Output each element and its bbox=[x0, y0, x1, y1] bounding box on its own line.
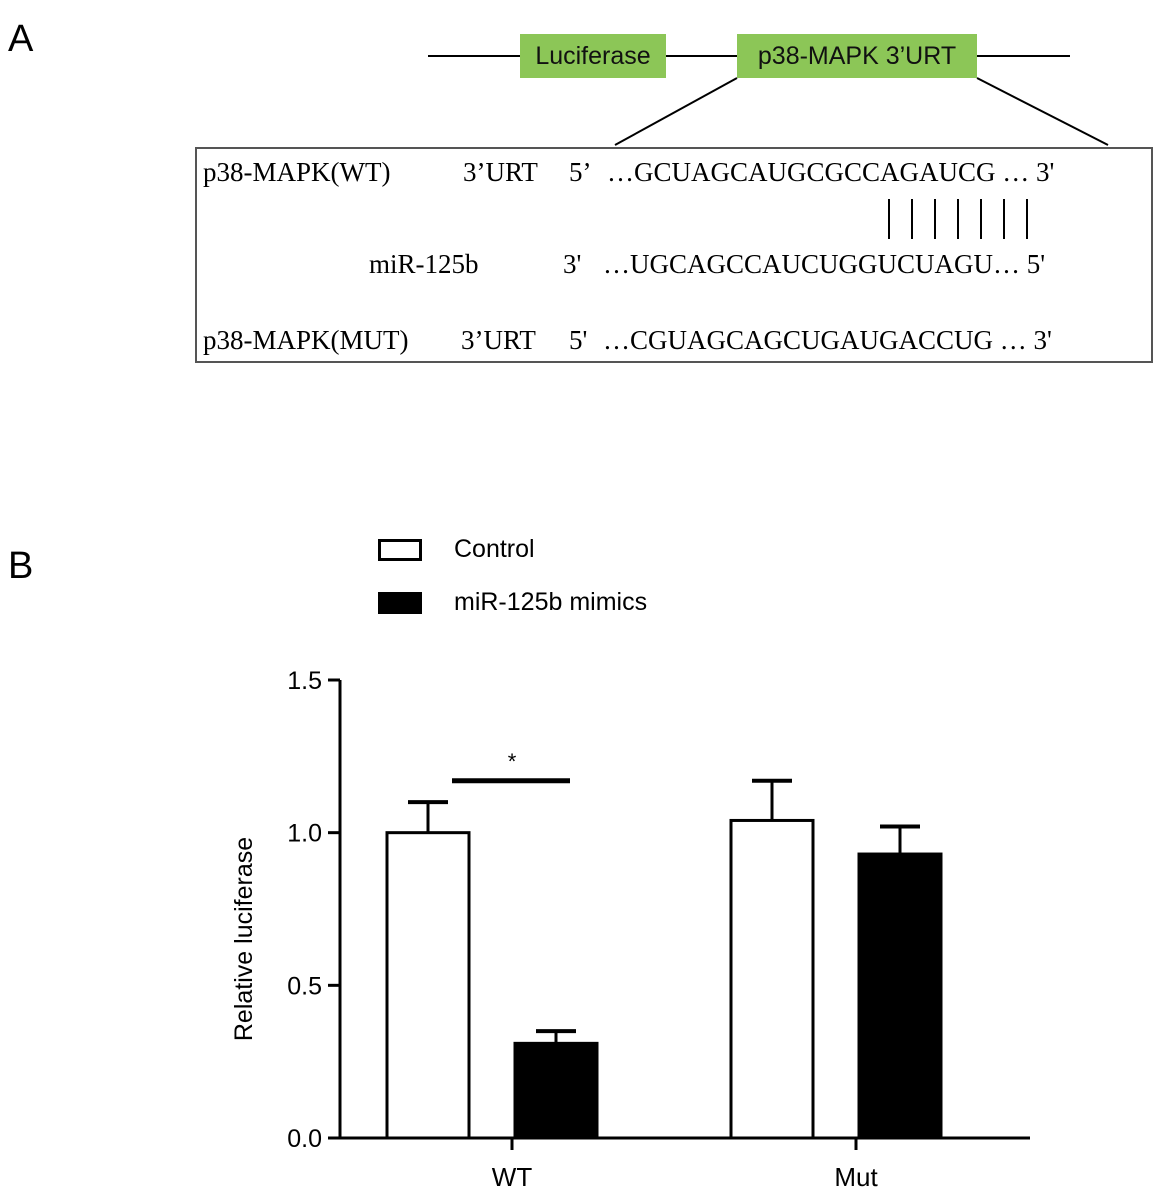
y-tick-label: 0.0 bbox=[287, 1125, 322, 1153]
utr-box: p38-MAPK 3’URT bbox=[737, 34, 977, 78]
bar bbox=[729, 818, 815, 1140]
bar bbox=[385, 831, 471, 1140]
bar bbox=[513, 1041, 599, 1140]
legend-swatch-mimics bbox=[378, 591, 422, 614]
luciferase-box: Luciferase bbox=[520, 34, 666, 78]
mut-name: p38-MAPK(MUT) bbox=[203, 325, 409, 355]
wt-sequence: …GCUAGCAUGCGCCAGAUCG … 3' bbox=[607, 157, 1055, 187]
mir-name: miR-125b bbox=[369, 249, 479, 279]
sequence-box: p38-MAPK(WT) 3’URT 5’ …GCUAGCAUGCGCCAGAU… bbox=[195, 147, 1153, 363]
wt-end5: 5’ bbox=[569, 157, 592, 187]
x-tick-label: WT bbox=[492, 1162, 533, 1192]
legend-mimics: miR-125b mimics bbox=[378, 588, 647, 617]
zoom-lines bbox=[614, 77, 1109, 146]
y-tick-label: 0.5 bbox=[287, 972, 322, 1000]
y-tick-label: 1.0 bbox=[287, 820, 322, 848]
legend-control: Control bbox=[378, 535, 535, 564]
legend-label-mimics: miR-125b mimics bbox=[454, 588, 648, 616]
panel-label-b: B bbox=[8, 545, 34, 587]
construct-line-left bbox=[428, 55, 520, 57]
construct-line-right bbox=[977, 55, 1070, 57]
base-pair-lines bbox=[888, 199, 1028, 239]
legend-swatch-control bbox=[378, 538, 422, 561]
wt-name: p38-MAPK(WT) bbox=[203, 157, 391, 187]
legend-label-control: Control bbox=[454, 535, 535, 563]
construct-line-middle bbox=[666, 55, 737, 57]
wt-region: 3’URT bbox=[463, 157, 538, 187]
bar bbox=[857, 852, 943, 1140]
panel-label-a: A bbox=[8, 18, 34, 60]
zoom-line-right bbox=[976, 77, 1109, 146]
mir-sequence: …UGCAGCCAUCUGGUCUAGU… 5' bbox=[603, 249, 1046, 279]
mir-end3: 3' bbox=[563, 249, 582, 279]
y-tick-label: 1.5 bbox=[287, 667, 322, 695]
zoom-line-left bbox=[614, 77, 738, 146]
mut-sequence: …CGUAGCAGCUGAUGACCUG … 3' bbox=[603, 325, 1052, 355]
mut-end5: 5' bbox=[569, 325, 588, 355]
mut-region: 3’URT bbox=[461, 325, 536, 355]
x-tick-label: Mut bbox=[834, 1162, 878, 1192]
y-axis-label: Relative luciferase bbox=[230, 837, 258, 1041]
significance-label: * bbox=[508, 749, 517, 774]
